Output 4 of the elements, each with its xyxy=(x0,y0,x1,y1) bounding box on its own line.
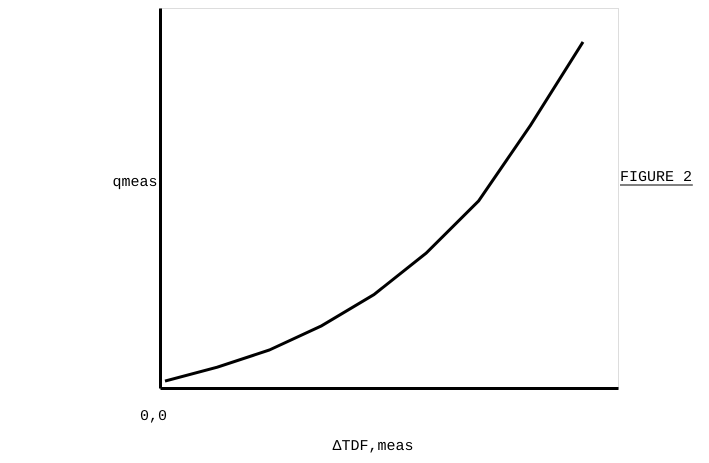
x-axis-title: ΔTDF,meas xyxy=(332,438,414,455)
caption: FIGURE 2 xyxy=(620,169,692,186)
text: 0,0 xyxy=(140,408,168,425)
y-axis-title: qmeas xyxy=(112,174,158,191)
